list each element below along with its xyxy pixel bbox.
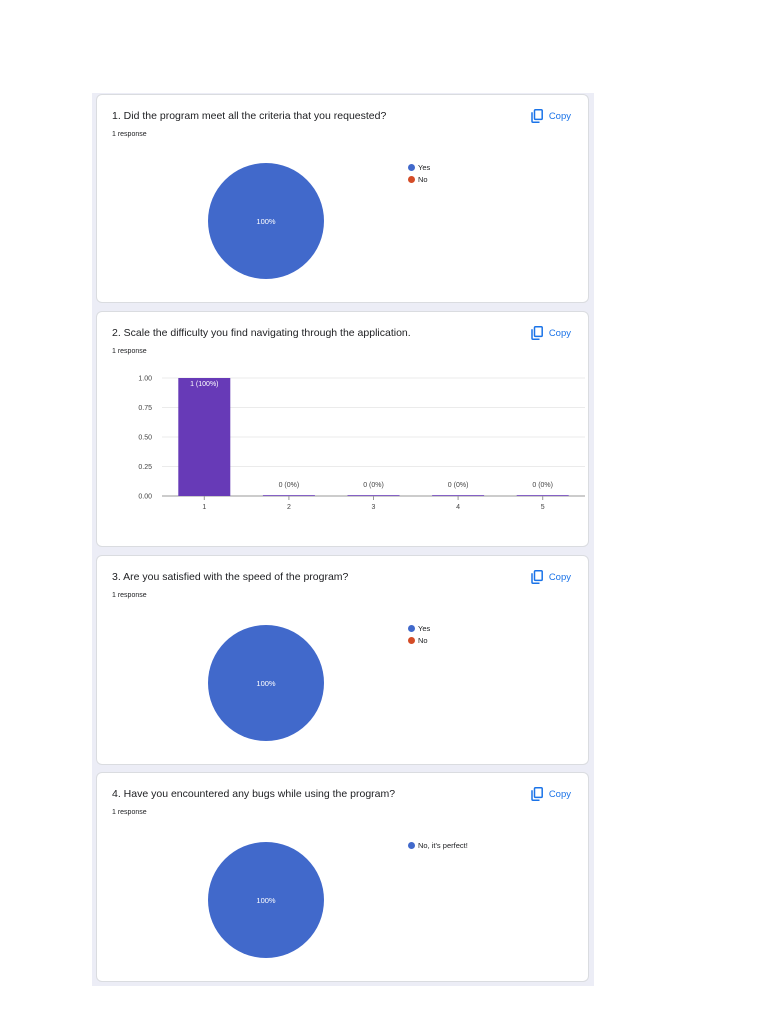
question-card-4: 4. Have you encountered any bugs while u… — [97, 773, 588, 981]
chart-legend: Yes No — [408, 622, 430, 647]
pie-slice-label: 100% — [256, 679, 276, 688]
pie-slice-label: 100% — [256, 217, 276, 226]
response-count: 1 response — [112, 348, 147, 355]
copy-button[interactable]: Copy — [531, 108, 571, 124]
pie-slice — [208, 163, 324, 279]
legend-swatch — [408, 637, 415, 645]
response-count: 1 response — [112, 131, 147, 138]
bar-data-label: 1 (100%) — [190, 381, 218, 388]
bar — [432, 495, 485, 496]
bar — [516, 495, 569, 496]
legend-swatch — [408, 624, 415, 632]
legend-label: Yes — [418, 162, 431, 172]
legend-item: Yes — [408, 161, 430, 174]
pie-slice — [208, 842, 324, 958]
pie-slice-label: 100% — [256, 896, 276, 905]
x-tick-label: 3 — [372, 504, 376, 511]
chart-legend: No, it's perfect! — [408, 839, 468, 852]
x-tick-label: 2 — [287, 504, 291, 511]
copy-label: Copy — [548, 110, 571, 122]
pie-chart: 100% — [208, 625, 324, 741]
copy-button[interactable]: Copy — [531, 786, 571, 802]
bar — [262, 495, 315, 496]
y-tick-label: 0.25 — [138, 464, 152, 471]
question-card-3: 3. Are you satisfied with the speed of t… — [97, 556, 588, 764]
legend-label: No — [418, 175, 428, 185]
y-tick-label: 1.00 — [138, 376, 152, 383]
x-tick-label: 1 — [202, 504, 206, 511]
copy-icon — [531, 326, 543, 340]
bar-chart: 0.00 0.25 0.50 0.75 1.00 1 (100%) 1 0 (0%) 2 0 (0… — [138, 376, 585, 511]
legend-label: No — [418, 636, 428, 646]
x-tick-label: 4 — [456, 504, 460, 511]
legend-item: Yes — [408, 622, 430, 635]
question-card-1: 1. Did the program meet all the criteria… — [97, 95, 588, 302]
legend-swatch — [408, 176, 415, 184]
legend-item: No, it's perfect! — [408, 839, 468, 852]
bar-data-label: 0 (0%) — [363, 482, 384, 489]
legend-swatch — [408, 841, 415, 849]
y-tick-label: 0.50 — [138, 435, 152, 442]
legend-label: No, it's perfect! — [418, 840, 468, 850]
y-tick-label: 0.00 — [138, 494, 152, 501]
question-title: 4. Have you encountered any bugs while u… — [112, 788, 396, 800]
bar — [347, 495, 400, 496]
x-tick-label: 5 — [541, 504, 545, 511]
chart-legend: Yes No — [408, 161, 430, 186]
copy-label: Copy — [548, 788, 571, 800]
question-title: 3. Are you satisfied with the speed of t… — [112, 571, 349, 583]
pie-chart: 100% — [208, 842, 324, 958]
bar — [178, 378, 231, 496]
legend-swatch — [408, 163, 415, 171]
legend-label: Yes — [418, 623, 431, 633]
response-count: 1 response — [112, 592, 147, 599]
question-title: 1. Did the program meet all the criteria… — [112, 110, 387, 122]
copy-icon — [531, 109, 543, 123]
copy-icon — [531, 570, 543, 584]
copy-icon — [531, 787, 543, 801]
bar-data-label: 0 (0%) — [279, 482, 300, 489]
question-card-2: 2. Scale the difficulty you find navigat… — [97, 312, 588, 546]
legend-item: No — [408, 635, 430, 648]
y-tick-label: 0.75 — [138, 405, 152, 412]
legend-item: No — [408, 174, 430, 187]
copy-label: Copy — [548, 327, 571, 339]
response-count: 1 response — [112, 809, 147, 816]
bar-data-label: 0 (0%) — [448, 482, 469, 489]
copy-label: Copy — [548, 571, 571, 583]
copy-button[interactable]: Copy — [531, 569, 571, 585]
responses-panel: 1. Did the program meet all the criteria… — [92, 93, 594, 986]
question-title: 2. Scale the difficulty you find navigat… — [112, 327, 411, 339]
pie-slice — [208, 625, 324, 741]
bar-data-label: 0 (0%) — [532, 482, 553, 489]
copy-button[interactable]: Copy — [531, 325, 571, 341]
pie-chart: 100% — [208, 163, 324, 279]
